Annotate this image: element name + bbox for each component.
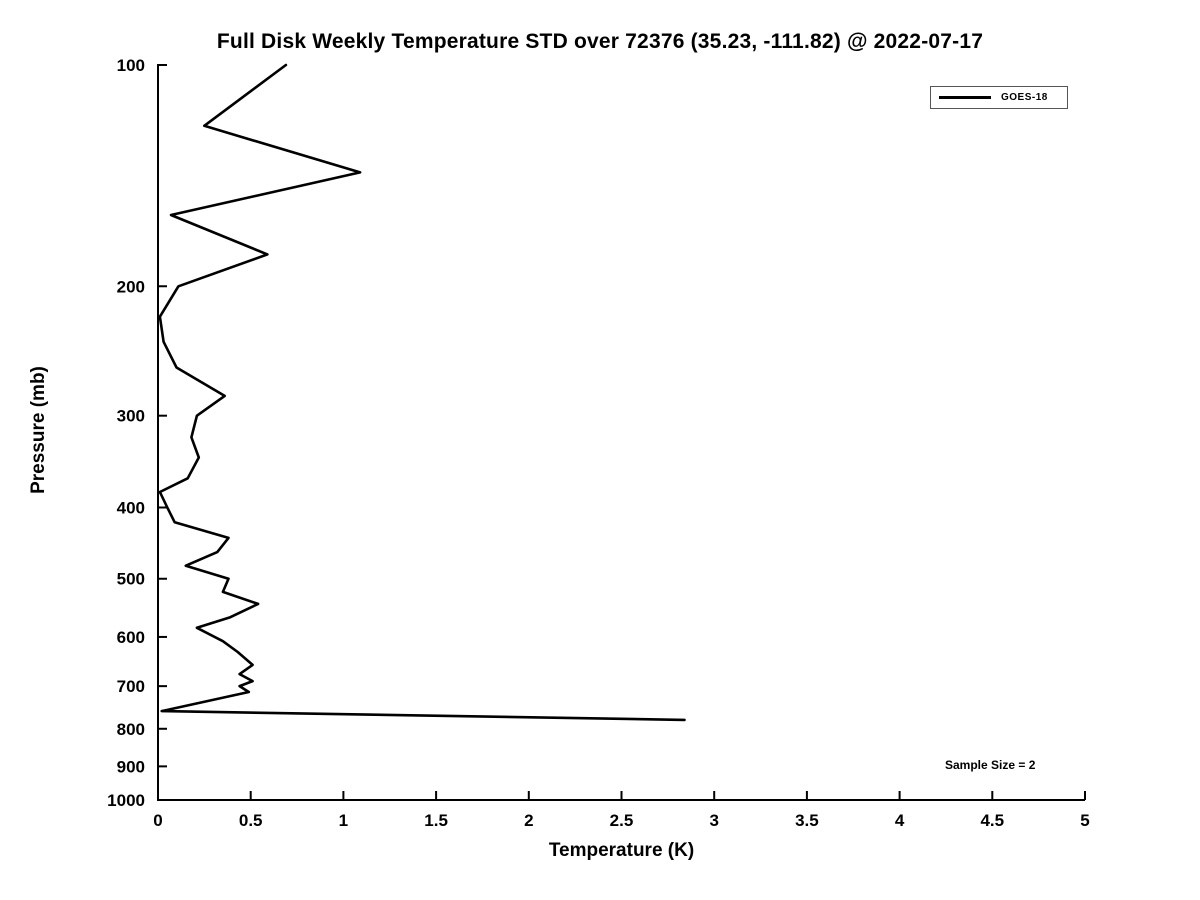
legend-entry-label: GOES-18 bbox=[1001, 92, 1048, 103]
y-tick-label: 800 bbox=[117, 720, 145, 739]
x-tick-label: 4.5 bbox=[980, 811, 1004, 830]
x-axis-label: Temperature (K) bbox=[548, 840, 695, 861]
x-tick-label: 0 bbox=[153, 811, 162, 830]
y-tick-label: 300 bbox=[117, 407, 145, 426]
y-tick-label: 200 bbox=[117, 277, 145, 296]
y-tick-label: 1000 bbox=[107, 791, 145, 810]
legend-line-swatch bbox=[939, 96, 991, 99]
x-tick-label: 2 bbox=[524, 811, 533, 830]
x-tick-label: 3 bbox=[709, 811, 718, 830]
y-tick-label: 600 bbox=[117, 628, 145, 647]
y-tick-label: 100 bbox=[117, 56, 145, 75]
x-tick-label: 1 bbox=[339, 811, 348, 830]
y-tick-label: 500 bbox=[117, 570, 145, 589]
sample-size-annotation: Sample Size = 2 bbox=[945, 758, 1036, 772]
y-tick-label: 700 bbox=[117, 677, 145, 696]
x-tick-label: 3.5 bbox=[795, 811, 819, 830]
x-tick-label: 5 bbox=[1080, 811, 1089, 830]
x-tick-label: 0.5 bbox=[239, 811, 263, 830]
chart-title: Full Disk Weekly Temperature STD over 72… bbox=[216, 30, 984, 53]
x-tick-label: 4 bbox=[895, 811, 905, 830]
goes-18-line bbox=[158, 63, 686, 722]
legend: GOES-18 bbox=[930, 86, 1068, 109]
x-tick-label: 2.5 bbox=[610, 811, 634, 830]
x-tick-label: 1.5 bbox=[424, 811, 448, 830]
y-tick-label: 900 bbox=[117, 757, 145, 776]
y-tick-label: 400 bbox=[117, 499, 145, 518]
